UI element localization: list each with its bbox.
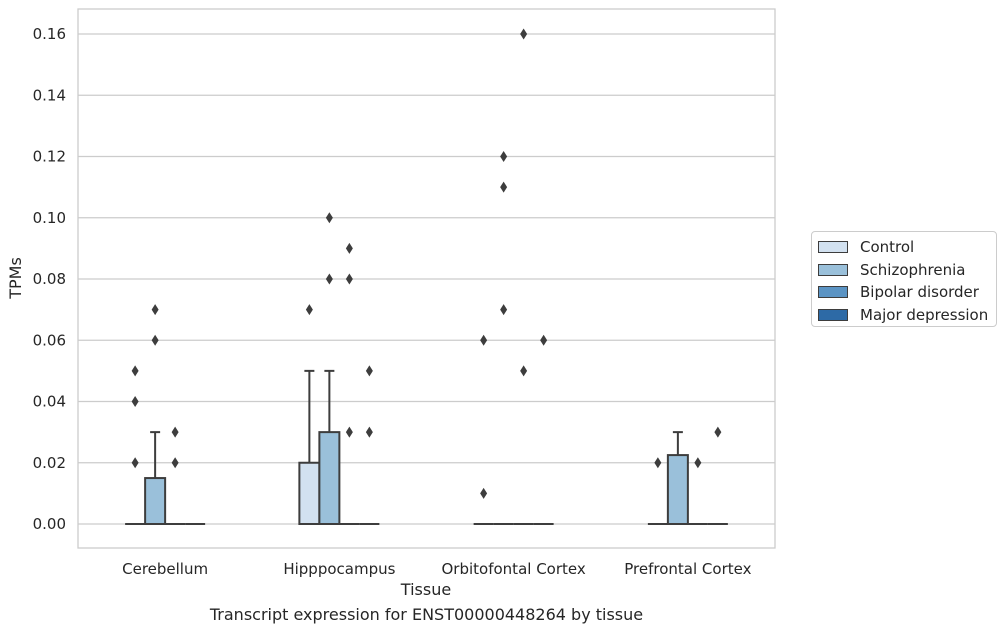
- outlier-point: [325, 212, 333, 224]
- legend-label: Bipolar disorder: [860, 283, 979, 302]
- outlier-point: [325, 273, 333, 285]
- outlier-point: [131, 457, 139, 469]
- legend-label: Control: [860, 238, 915, 257]
- outlier-point: [365, 365, 373, 377]
- outlier-point: [305, 304, 313, 316]
- outlier-point: [540, 334, 548, 346]
- outlier-point: [714, 426, 722, 438]
- y-axis-label: TPMs: [6, 257, 25, 300]
- grid-lines: [78, 33, 775, 525]
- y-tick-label: 0.16: [33, 25, 66, 43]
- outlier-point: [480, 487, 488, 499]
- legend-swatch: [818, 263, 848, 276]
- plot-area-frame: [77, 8, 776, 549]
- x-tick-label: Hipppocampus: [283, 560, 395, 578]
- legend-item: Control: [818, 236, 990, 259]
- y-tick-label: 0.08: [33, 270, 66, 288]
- outlier-point: [131, 365, 139, 377]
- box-schizophrenia: [318, 369, 341, 525]
- box-body: [298, 461, 321, 525]
- outlier-point: [500, 151, 508, 162]
- outlier-point: [520, 28, 528, 40]
- legend-label: Schizophrenia: [860, 260, 966, 279]
- outlier-point: [151, 334, 159, 346]
- box-body: [144, 477, 167, 525]
- outlier-point: [520, 365, 528, 377]
- legend: Control Schizophrenia Bipolar disorder Majo…: [811, 231, 997, 327]
- y-tick-labels: 0.00 0.02 0.04 0.06 0.08 0.10 0.12 0.14 0.16: [33, 25, 66, 533]
- legend-swatch: [818, 241, 848, 254]
- outlier-point: [345, 273, 353, 285]
- outlier-point: [345, 242, 353, 254]
- x-tick-labels: Cerebellum Hipppocampus Orbitofontal Corte…: [122, 560, 751, 578]
- outlier-point: [654, 457, 662, 469]
- legend-item: Bipolar disorder: [818, 281, 990, 304]
- box-control: [298, 369, 321, 525]
- outlier-point: [365, 426, 373, 438]
- outlier-point: [500, 304, 508, 316]
- y-tick-label: 0.06: [33, 331, 66, 349]
- box-body: [666, 454, 689, 525]
- outlier-point: [694, 457, 702, 469]
- outliers: [131, 28, 722, 499]
- outlier-point: [480, 334, 488, 346]
- y-tick-label: 0.10: [33, 209, 66, 227]
- y-tick-label: 0.12: [33, 148, 66, 166]
- legend-item: Major depression: [818, 304, 990, 327]
- y-tick-label: 0.14: [33, 86, 66, 104]
- outlier-point: [131, 396, 139, 407]
- x-axis-label: Tissue: [400, 580, 451, 599]
- y-tick-label: 0.04: [33, 393, 66, 411]
- outlier-point: [345, 426, 353, 438]
- y-tick-label: 0.00: [33, 515, 66, 533]
- x-tick-label: Prefrontal Cortex: [624, 560, 751, 578]
- legend-swatch: [818, 286, 848, 299]
- box-schizophrenia: [144, 431, 167, 525]
- outlier-point: [171, 457, 179, 469]
- box-schizophrenia: [666, 431, 689, 525]
- outlier-point: [500, 181, 508, 193]
- boxes: [125, 369, 728, 525]
- x-tick-label: Cerebellum: [122, 560, 208, 578]
- legend-swatch: [818, 308, 848, 321]
- box-body: [318, 431, 341, 525]
- chart-caption: Transcript expression for ENST0000044826…: [209, 605, 644, 624]
- legend-label: Major depression: [860, 305, 989, 324]
- outlier-point: [171, 426, 179, 438]
- outlier-point: [151, 304, 159, 316]
- x-tick-label: Orbitofontal Cortex: [442, 560, 586, 578]
- y-tick-label: 0.02: [33, 454, 66, 472]
- legend-item: Schizophrenia: [818, 259, 990, 282]
